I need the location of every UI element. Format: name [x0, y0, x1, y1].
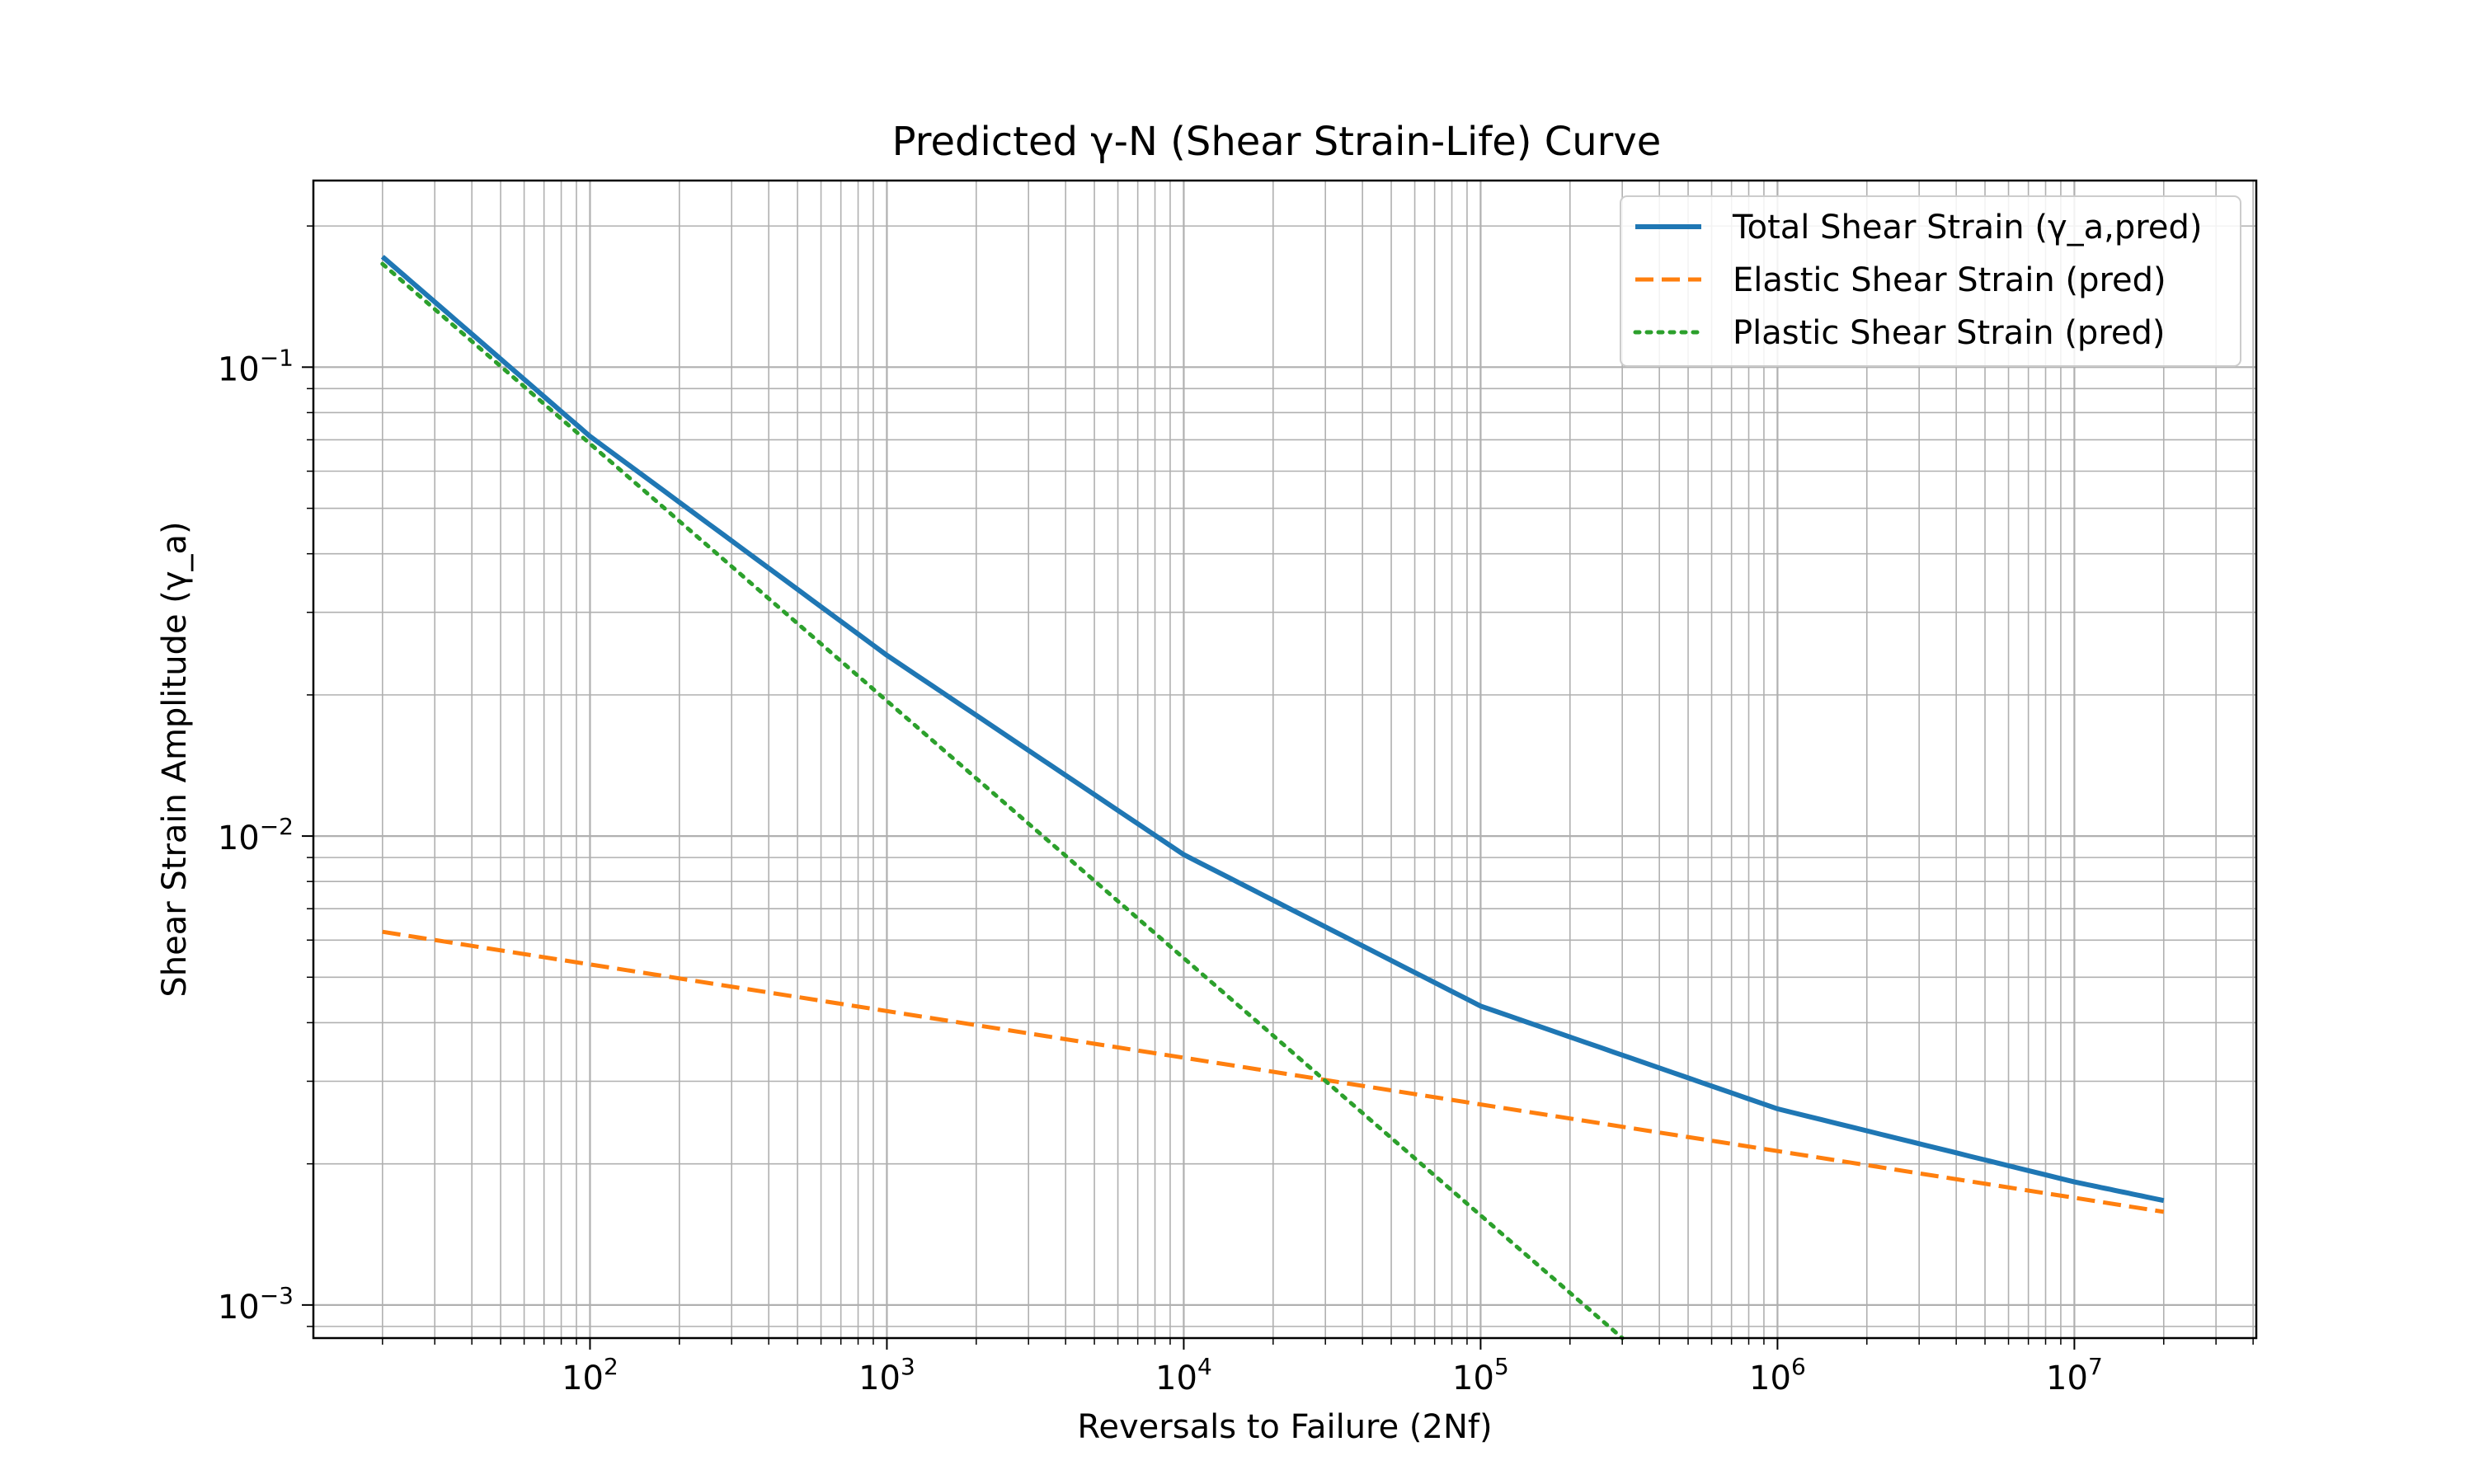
x-tick-label: 107	[2046, 1353, 2103, 1397]
legend-label: Total Shear Strain (γ_a,pred)	[1732, 209, 2202, 247]
grid	[313, 181, 2256, 1338]
series-line-3	[380, 261, 1625, 1341]
x-tick-label: 102	[562, 1353, 618, 1397]
legend-label: Plastic Shear Strain (pred)	[1733, 314, 2166, 352]
x-axis-label: Reversals to Failure (2Nf)	[1077, 1408, 1492, 1446]
x-tick-label: 106	[1749, 1353, 1806, 1397]
x-tick-label: 104	[1155, 1353, 1212, 1397]
x-tick-label: 103	[858, 1353, 915, 1397]
x-axis-ticks: 102 103 104 105 106 107	[382, 1338, 2254, 1397]
y-tick-label: 10−1	[218, 344, 294, 388]
x-tick-label: 105	[1452, 1353, 1509, 1397]
y-tick-label: 10−2	[218, 813, 294, 857]
plot-frame	[312, 179, 2258, 1340]
y-axis-label: Shear Strain Amplitude (γ_a)	[156, 521, 194, 997]
y-tick-label: 10−3	[218, 1282, 294, 1327]
legend: Total Shear Strain (γ_a,pred) Elastic She…	[1620, 195, 2241, 367]
legend-label: Elastic Shear Strain (pred)	[1733, 261, 2166, 299]
series-line-1	[380, 255, 2165, 1204]
y-axis-ticks: 10−3 10−2 10−1	[218, 225, 313, 1327]
legend-box	[1620, 195, 2241, 367]
chart-title: Predicted γ-N (Shear Strain-Life) Curve	[892, 119, 1662, 165]
series-layer	[380, 255, 2165, 1341]
series-line-2	[382, 929, 2165, 1214]
